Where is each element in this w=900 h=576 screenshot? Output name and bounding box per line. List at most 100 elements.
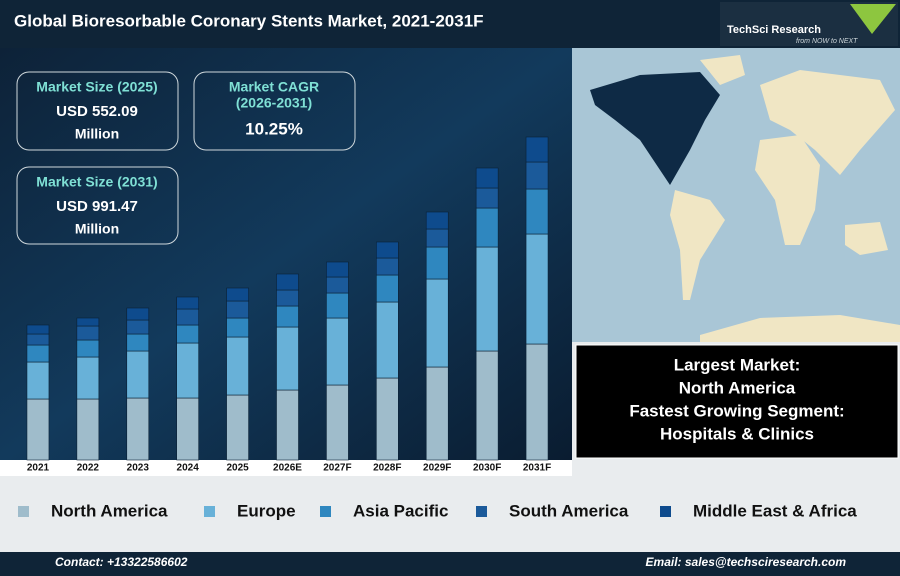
bar-segment bbox=[26, 344, 50, 363]
highlight: North America bbox=[679, 378, 796, 397]
x-tick-label: 2027F bbox=[323, 463, 351, 474]
bar-segment bbox=[126, 319, 150, 335]
legend-label: South America bbox=[509, 501, 629, 520]
bar-segment bbox=[475, 246, 499, 352]
bar-segment bbox=[425, 211, 449, 230]
bar-segment bbox=[26, 333, 50, 346]
bar-segment bbox=[26, 398, 50, 461]
bar-segment bbox=[475, 350, 499, 461]
kpi-value: 10.25% bbox=[245, 119, 303, 138]
bar-segment bbox=[276, 326, 299, 391]
south-america bbox=[670, 190, 725, 300]
bar-segment bbox=[475, 207, 499, 248]
logo-icon bbox=[850, 4, 896, 34]
bar-segment bbox=[76, 339, 100, 358]
kpi-box bbox=[193, 71, 356, 151]
bar-segment bbox=[525, 136, 549, 163]
bar-segment bbox=[425, 246, 449, 280]
bar-segment bbox=[326, 261, 349, 278]
kpi-value: USD 552.09 bbox=[56, 103, 138, 120]
bar-segment bbox=[76, 398, 100, 461]
greenland bbox=[700, 55, 745, 85]
highlights-box bbox=[575, 344, 899, 459]
legend-label: North America bbox=[51, 501, 168, 520]
legend-swatch bbox=[18, 506, 29, 517]
x-tick-label: 2025 bbox=[226, 463, 249, 474]
kpi-value: USD 991.47 bbox=[56, 198, 138, 215]
legend-label: Middle East & Africa bbox=[693, 501, 857, 520]
contact: Contact: +13322586602 bbox=[55, 555, 188, 569]
x-tick-label: 2030F bbox=[473, 463, 501, 474]
bar-segment bbox=[376, 301, 399, 379]
bar-segment bbox=[126, 350, 150, 399]
kpi-unit: Million bbox=[75, 221, 119, 237]
bar-segment bbox=[26, 324, 50, 335]
x-tick-label: 2021 bbox=[27, 463, 50, 474]
legend-swatch bbox=[660, 506, 671, 517]
bar-segment bbox=[176, 397, 199, 461]
bar-segment bbox=[276, 305, 299, 328]
bar-segment bbox=[376, 241, 399, 259]
bar-segment bbox=[76, 356, 100, 400]
bar-segment bbox=[525, 343, 549, 461]
x-tick-label: 2028F bbox=[373, 463, 401, 474]
bar-segment bbox=[276, 389, 299, 461]
bar-segment bbox=[525, 233, 549, 345]
bar-segment bbox=[525, 161, 549, 190]
bar-segment bbox=[376, 257, 399, 276]
logo: TechSci Research bbox=[727, 24, 821, 36]
bar-segment bbox=[525, 188, 549, 235]
bar-segment bbox=[226, 287, 249, 302]
bar-segment bbox=[276, 273, 299, 291]
north-america bbox=[590, 72, 720, 185]
bar-segment bbox=[226, 336, 249, 396]
legend-swatch bbox=[476, 506, 487, 517]
bar-segment bbox=[226, 317, 249, 338]
legend-label: Europe bbox=[237, 501, 296, 520]
bar-segment bbox=[425, 228, 449, 248]
bar-segment bbox=[126, 307, 150, 321]
bar-segment bbox=[475, 187, 499, 209]
bar-segment bbox=[425, 366, 449, 461]
footer-bar bbox=[0, 552, 900, 576]
kpi-period: (2026-2031) bbox=[236, 95, 312, 111]
x-tick-label: 2022 bbox=[77, 463, 100, 474]
bar-segment bbox=[176, 308, 199, 326]
kpi-label: Market CAGR bbox=[229, 79, 319, 95]
kpi-label: Market Size (2025) bbox=[36, 79, 157, 95]
bar-segment bbox=[276, 289, 299, 307]
bar-segment bbox=[76, 317, 100, 327]
bar-segment bbox=[126, 333, 150, 352]
bar-segment bbox=[376, 377, 399, 461]
email: Email: sales@techsciresearch.com bbox=[646, 555, 847, 569]
highlight: Fastest Growing Segment: bbox=[629, 401, 844, 420]
x-tick-label: 2024 bbox=[177, 463, 200, 474]
australia bbox=[845, 222, 888, 255]
header-bar bbox=[0, 0, 900, 48]
antarctica bbox=[700, 315, 900, 342]
bar-segment bbox=[176, 342, 199, 399]
bar-segment bbox=[475, 167, 499, 189]
bar-segment bbox=[176, 324, 199, 344]
kpi-label: Market Size (2031) bbox=[36, 174, 157, 190]
bar-segment bbox=[326, 384, 349, 461]
x-tick-label: 2026E bbox=[273, 463, 302, 474]
x-tick-label: 2023 bbox=[127, 463, 150, 474]
legend-label: Asia Pacific bbox=[353, 501, 448, 520]
title: Global Bioresorbable Coronary Stents Mar… bbox=[14, 11, 484, 30]
bar-segment bbox=[326, 292, 349, 319]
legend-swatch bbox=[204, 506, 215, 517]
bar-segment bbox=[425, 278, 449, 368]
bar-segment bbox=[76, 325, 100, 341]
kpi-box bbox=[16, 71, 179, 151]
bar-segment bbox=[226, 394, 249, 461]
highlight: Largest Market: bbox=[674, 355, 801, 374]
bar-segment bbox=[326, 317, 349, 386]
x-tick-label: 2029F bbox=[423, 463, 451, 474]
bar-segment bbox=[226, 300, 249, 319]
tagline: from NOW to NEXT bbox=[796, 38, 858, 45]
legend-swatch bbox=[320, 506, 331, 517]
bar-segment bbox=[26, 361, 50, 400]
